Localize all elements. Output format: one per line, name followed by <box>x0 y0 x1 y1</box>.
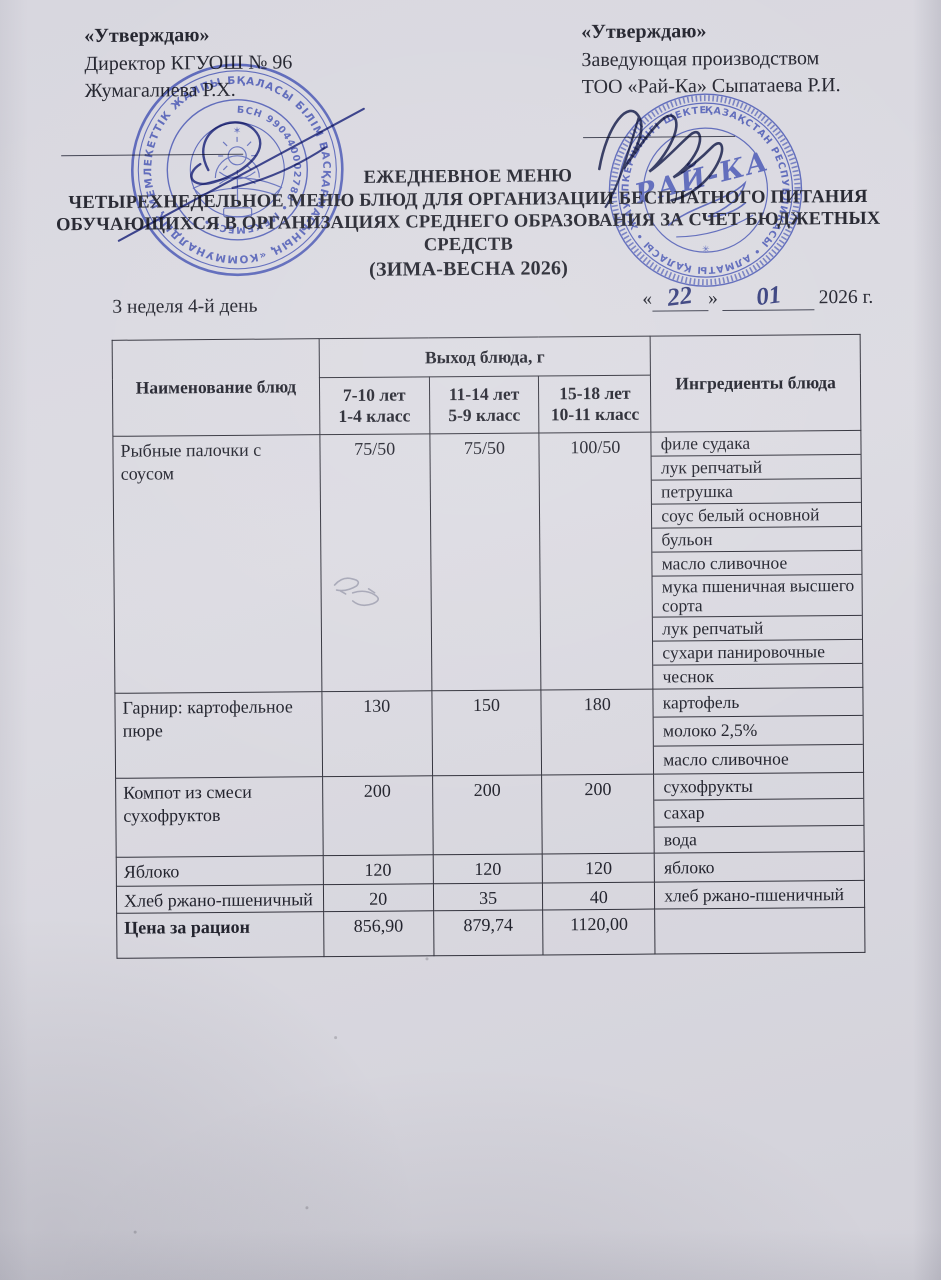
svg-text:✳: ✳ <box>702 244 710 254</box>
ingredient-item: масло сливочное <box>652 550 862 577</box>
age-2: 11-14 лет <box>448 383 520 405</box>
output-value: 40 <box>542 882 655 910</box>
ingredients-cell: филе судака лук репчатый петрушка соус б… <box>651 430 863 690</box>
handwritten-day: 22 <box>665 281 695 312</box>
svg-text:✶: ✶ <box>233 126 241 137</box>
ingredient-item: мука пшеничная высшего сорта <box>652 574 862 618</box>
col-header-age-2: 11-14 лет 5-9 класс <box>429 375 540 434</box>
year-label: 2026 г. <box>818 286 874 309</box>
ingredients-cell: картофель молоко 2,5% масло сливочное <box>653 687 864 775</box>
paper-speck <box>133 1230 137 1234</box>
ingredient-item: сухари панировочные <box>653 640 863 666</box>
rayka-round-stamp: ҚАЗАҚСТАН РЕСПУБЛИКАСЫ • АЛМАТЫ ҚАЛАСЫ •… <box>605 89 803 287</box>
grade-2: 5-9 класс <box>448 404 521 426</box>
paper-speck <box>425 957 429 961</box>
dish-name: Яблоко <box>116 855 324 887</box>
table-row: Гарнир: картофельное пюре 130 150 180 ка… <box>114 687 864 779</box>
output-value: 120 <box>542 853 655 883</box>
ingredients-cell: сухофрукты сахар вода <box>653 772 865 854</box>
output-value: 120 <box>322 854 433 885</box>
signature-left <box>117 107 365 242</box>
dish-name: Рыбные палочки с соусом <box>112 434 322 694</box>
age-1: 7-10 лет <box>342 384 406 405</box>
ingredient-item: сахар <box>654 799 864 828</box>
ingredient-item: бульон <box>652 526 862 553</box>
grade-3: 10-11 класс <box>550 403 640 425</box>
paper-speck <box>334 1036 338 1040</box>
ingredients-cell: хлеб ржано-пшеничный <box>654 880 865 910</box>
output-value: 35 <box>432 882 544 911</box>
output-value: 150 <box>431 689 542 776</box>
total-value: 879,74 <box>433 909 544 956</box>
ingredient-item: лук репчатый <box>653 616 863 642</box>
ingredient-item: хлеб ржано-пшеничный <box>664 883 845 905</box>
ingredient-item: молоко 2,5% <box>653 716 863 747</box>
output-value: 75/50 <box>319 433 432 692</box>
ingredient-item: картофель <box>653 687 863 718</box>
col-header-dish-name: Наименование блюд <box>112 338 320 437</box>
ingredient-item: масло сливочное <box>663 748 789 770</box>
table-row: Рыбные палочки с соусом 75/50 75/50 100/… <box>112 430 863 694</box>
ingredients-cell-empty <box>654 907 865 955</box>
ingredient-item: яблоко <box>663 856 715 877</box>
table-row-total: Цена за рацион 856,90 879,74 1120,00 <box>116 907 865 959</box>
paper-speck <box>305 1206 309 1210</box>
total-value: 1120,00 <box>543 909 656 955</box>
col-header-age-3: 15-18 лет 10-11 класс <box>538 375 652 433</box>
output-value: 200 <box>432 774 543 855</box>
bird-flourish-icon <box>667 180 747 227</box>
ingredient-item: вода <box>663 829 697 850</box>
menu-table: Наименование блюд Выход блюда, г Ингреди… <box>112 334 866 959</box>
quote-close: » <box>707 288 718 310</box>
output-value: 130 <box>321 690 433 777</box>
date-row: 3 неделя 4-й день « 22 » 01 2026 г. <box>0 281 939 318</box>
col-header-age-1: 7-10 лет 1-4 класс <box>319 376 430 435</box>
total-value: 856,90 <box>323 910 434 957</box>
ingredient-item: сухофрукты <box>654 772 864 801</box>
dish-name: Хлеб ржано-пшеничный <box>116 884 324 914</box>
output-value: 120 <box>432 853 543 884</box>
output-value: 200 <box>541 774 655 854</box>
ingredient-item: петрушка <box>652 478 861 505</box>
output-value: 75/50 <box>429 432 542 691</box>
ink-smudge <box>333 577 379 607</box>
ingredient-item: филе судака <box>651 430 861 457</box>
output-value: 200 <box>322 775 433 856</box>
col-header-output: Выход блюда, г <box>318 336 651 378</box>
col-header-ingredients: Ингредиенты блюда <box>650 334 861 433</box>
date-group: « 22 » 01 2026 г. <box>642 281 874 312</box>
total-label: Цена за рацион <box>116 911 324 959</box>
handwritten-month: 01 <box>754 281 783 312</box>
dish-name: Компот из смеси сухофруктов <box>115 776 323 858</box>
table-row: Компот из смеси сухофруктов 200 200 200 … <box>115 772 865 858</box>
ingredient-item: лук репчатый <box>651 454 861 481</box>
age-3: 15-18 лет <box>559 382 631 404</box>
signature-right <box>598 109 724 209</box>
grade-1: 1-4 класс <box>338 405 411 427</box>
output-value: 100/50 <box>539 432 654 690</box>
approve-word-left: «Утверждаю» <box>84 24 210 48</box>
ingredients-cell: яблоко <box>654 851 865 883</box>
approver-role-right: Заведующая производством <box>581 46 820 71</box>
ingredient-item: чеснок <box>662 666 715 687</box>
ingredient-item: соус белый основной <box>652 502 862 529</box>
quote-open: « <box>642 288 653 310</box>
dish-name: Гарнир: картофельное пюре <box>114 691 323 779</box>
output-value: 180 <box>541 689 654 775</box>
approve-word-right: «Утверждаю» <box>581 20 707 44</box>
week-day-label: 3 неделя 4-й день <box>112 295 258 318</box>
output-value: 20 <box>323 883 434 912</box>
